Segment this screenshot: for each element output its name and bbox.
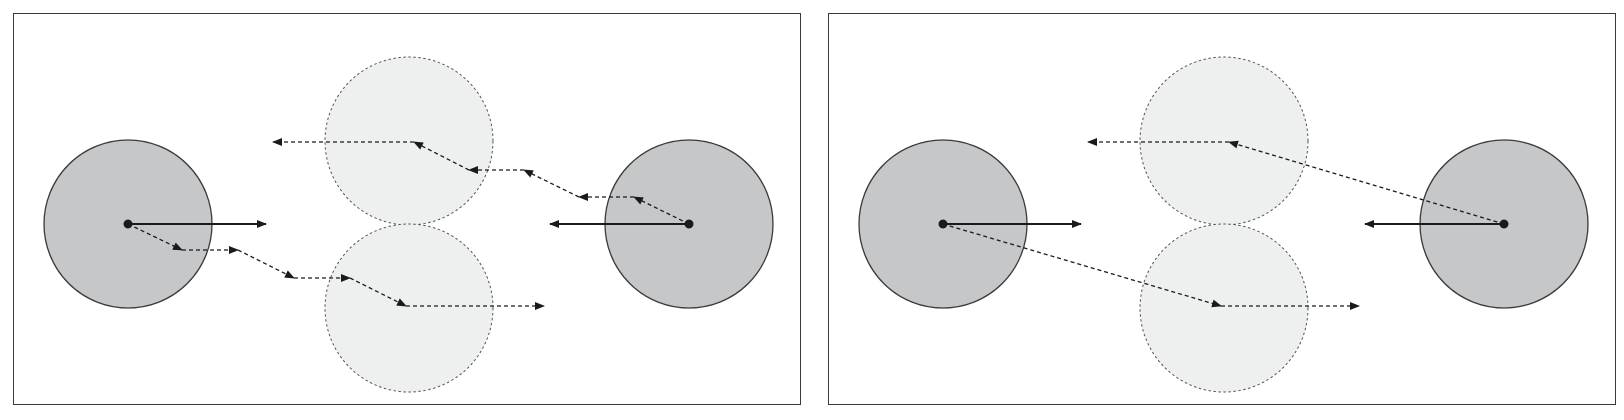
dashed-path-right-to-top	[272, 138, 690, 225]
ghost-circle-top	[1139, 56, 1309, 226]
left-diagram-panel	[13, 13, 801, 405]
right-diagram-panel	[828, 13, 1616, 405]
dashed-path-left-to-bottom	[127, 223, 545, 310]
center-dot-icon	[123, 219, 133, 229]
left-diagram-svg	[43, 56, 774, 393]
ghost-circle-bottom	[1139, 223, 1309, 393]
dashed-path-left-to-bottom	[942, 223, 1360, 310]
ghost-circle-bottom	[324, 223, 494, 393]
center-dot-icon	[684, 219, 694, 229]
right-diagram-svg	[858, 56, 1589, 393]
ghost-circle-top	[324, 56, 494, 226]
center-dot-icon	[938, 219, 948, 229]
center-dot-icon	[1499, 219, 1509, 229]
dashed-path-right-to-top	[1087, 138, 1505, 225]
